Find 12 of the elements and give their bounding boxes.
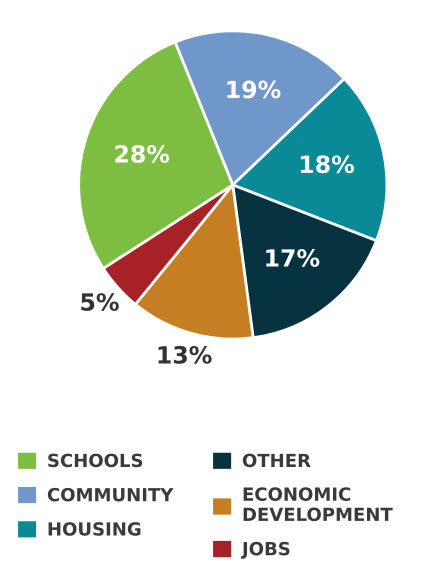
data-label: 28% [115,145,170,163]
legend-label: ECONOMIC DEVELOPMENT [244,487,393,522]
legend-label: HOUSING [48,522,140,536]
legend-label: SCHOOLS [48,454,142,468]
data-label: 17% [266,249,320,267]
data-label: 5% [81,293,119,311]
data-label: 18% [300,155,354,174]
data-label: 19% [227,80,280,98]
legend-label: JOBS [240,542,290,559]
data-label: 13% [158,346,212,364]
legend-label: COMMUNITY [48,488,174,502]
legend-label: OTHER [242,454,311,468]
